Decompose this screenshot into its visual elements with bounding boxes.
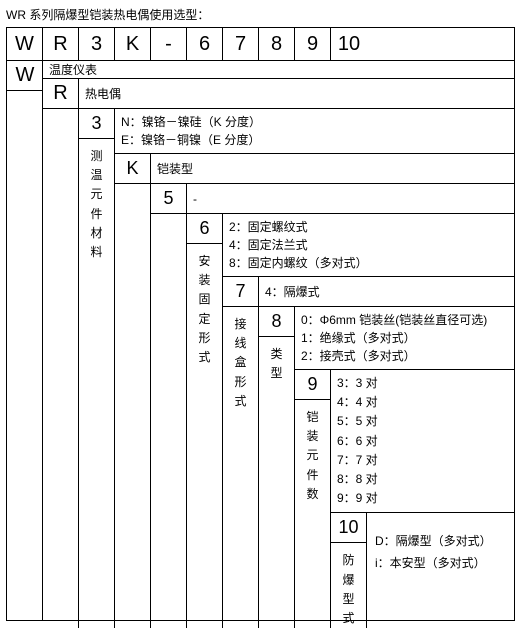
desc-10: D：隔爆型（多对式） i：本安型（多对式）: [367, 513, 514, 628]
desc-6-l3: 8：固定内螺纹（多对式）: [229, 254, 508, 272]
page-title: WR 系列隔爆型铠装热电偶使用选型：: [6, 6, 515, 23]
model-c9: 9: [295, 28, 331, 60]
body-after-8: 0：Φ6mm 铠装丝(铠装丝直径可选) 1：绝缘式（多对式） 2：接壳式（多对式…: [295, 307, 514, 628]
desc-10-l1: D：隔爆型（多对式）: [375, 531, 506, 553]
col-7: 7 接线盒形式: [223, 277, 259, 628]
col-5: 5: [151, 184, 187, 628]
col-9: 9 铠装元件数: [295, 370, 331, 628]
body-after-R: 热电偶 3 测温元件材料 N：镍铬－镍硅（K 分度） E：镍铬－铜镍（E 分度）: [79, 79, 514, 628]
body-after-W: 温度仪表 R 热电偶 3 测温元件材料: [43, 61, 514, 620]
desc-6: 2：固定螺纹式 4：固定法兰式 8：固定内螺纹（多对式）: [223, 214, 514, 277]
label-3: 测温元件材料: [79, 139, 114, 628]
body-after-9: 3：3 对 4：4 对 5：5 对 6：6 对 7：7 对: [331, 370, 514, 628]
desc-W: 温度仪表: [43, 61, 514, 79]
desc-10-l2: i：本安型（多对式）: [375, 553, 506, 575]
body-after-5: - 6 安装固定形式: [187, 184, 514, 628]
desc-6-l2: 4：固定法兰式: [229, 236, 508, 254]
col-W: W: [7, 61, 43, 620]
model-c8: 8: [259, 28, 295, 60]
desc-3: N：镍铬－镍硅（K 分度） E：镍铬－铜镍（E 分度）: [115, 109, 514, 154]
model-c4: K: [115, 28, 151, 60]
num-10: 10: [331, 513, 366, 543]
desc-9-l1: 3：3 对: [337, 374, 508, 393]
desc-8-l2: 1：绝缘式（多对式）: [301, 329, 508, 347]
selection-tree: W 温度仪表 R 热电偶 3 测温元件材料: [6, 61, 515, 621]
body-after-6: 2：固定螺纹式 4：固定法兰式 8：固定内螺纹（多对式）: [223, 214, 514, 628]
desc-8: 0：Φ6mm 铠装丝(铠装丝直径可选) 1：绝缘式（多对式） 2：接壳式（多对式…: [295, 307, 514, 370]
body-after-7: 4：隔爆式 8 类: [259, 277, 514, 628]
letter-R: R: [43, 79, 78, 109]
label-6: 安装固定形式: [187, 244, 222, 628]
desc-9: 3：3 对 4：4 对 5：5 对 6：6 对 7：7 对: [331, 370, 514, 513]
col-8: 8 类型: [259, 307, 295, 628]
num-6: 6: [187, 214, 222, 244]
body-after-3: N：镍铬－镍硅（K 分度） E：镍铬－铜镍（E 分度） K 铠装型: [115, 109, 514, 628]
col-10: 10 防爆型式: [331, 513, 367, 628]
num-8: 8: [259, 307, 294, 337]
desc-9-l2: 4：4 对: [337, 393, 508, 412]
desc-3-l2: E：镍铬－铜镍（E 分度）: [121, 131, 508, 149]
desc-8-l3: 2：接壳式（多对式）: [301, 347, 508, 365]
model-code-row: W R 3 K - 6 7 8 9 10: [6, 27, 515, 61]
desc-9-l7: 9：9 对: [337, 489, 508, 508]
model-c7: 7: [223, 28, 259, 60]
desc-3-l1: N：镍铬－镍硅（K 分度）: [121, 113, 508, 131]
desc-9-l3: 5：5 对: [337, 412, 508, 431]
model-c1: W: [7, 28, 43, 60]
num-3: 3: [79, 109, 114, 139]
letter-W: W: [7, 61, 43, 91]
desc-8-l1: 0：Φ6mm 铠装丝(铠装丝直径可选): [301, 311, 508, 329]
num-5: 5: [151, 184, 186, 214]
desc-K: 铠装型: [151, 154, 514, 184]
label-8: 类型: [259, 337, 294, 628]
model-c2: R: [43, 28, 79, 60]
col-6: 6 安装固定形式: [187, 214, 223, 628]
model-c5: -: [151, 28, 187, 60]
desc-R: 热电偶: [79, 79, 514, 109]
col-R: R: [43, 79, 79, 628]
label-7: 接线盒形式: [223, 307, 258, 628]
desc-9-l4: 6：6 对: [337, 432, 508, 451]
num-9: 9: [295, 370, 330, 400]
label-9: 铠装元件数: [295, 400, 330, 628]
desc-9-l5: 7：7 对: [337, 451, 508, 470]
desc-9-l6: 8：8 对: [337, 470, 508, 489]
desc-6-l1: 2：固定螺纹式: [229, 218, 508, 236]
model-c10: 10: [331, 28, 367, 60]
desc-7: 4：隔爆式: [259, 277, 514, 307]
body-after-K: 铠装型 5 -: [151, 154, 514, 628]
model-c3: 3: [79, 28, 115, 60]
label-10: 防爆型式: [331, 543, 366, 628]
letter-K: K: [115, 154, 150, 184]
num-7: 7: [223, 277, 258, 307]
col-K: K: [115, 154, 151, 628]
col-3: 3 测温元件材料: [79, 109, 115, 628]
desc-5: -: [187, 184, 514, 214]
model-c6: 6: [187, 28, 223, 60]
